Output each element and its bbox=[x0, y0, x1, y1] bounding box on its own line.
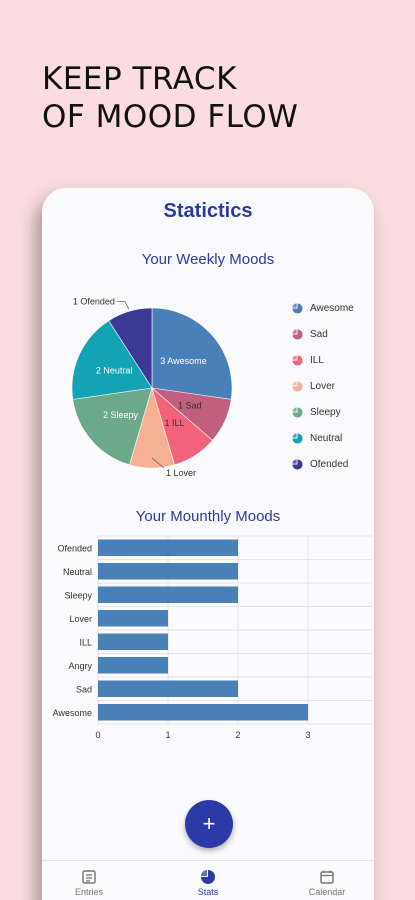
entries-icon bbox=[82, 870, 96, 884]
legend-item-sad: Sad bbox=[292, 321, 354, 347]
nav-calendar[interactable]: Calendar bbox=[292, 869, 362, 897]
headline-line-2: OF MOOD FLOW bbox=[42, 99, 299, 135]
legend-item-neutral: Neutral bbox=[292, 425, 354, 451]
y-tick-label: Ofended bbox=[57, 543, 92, 553]
pie-label-sad: 1 Sad bbox=[178, 400, 202, 410]
y-tick-label: Lover bbox=[69, 614, 92, 624]
legend-label: Sleepy bbox=[310, 406, 341, 418]
legend-label: Awesome bbox=[310, 302, 354, 314]
pie-legend: Awesome Sad ILL Lover Sleepy Neutral Ofended bbox=[292, 295, 354, 477]
pie-chart-icon bbox=[201, 870, 215, 884]
bar-sad bbox=[98, 680, 238, 697]
page-title: Statictics bbox=[163, 200, 253, 222]
weekly-pie-chart: 3 Awesome 1 Sad 1 ILL 1 Lover 2 Sleepy 2 Neut… bbox=[71, 296, 233, 478]
headline-line-1: KEEP TRACK bbox=[42, 61, 237, 97]
y-tick-label: Neutral bbox=[63, 567, 92, 577]
y-tick-label: ILL bbox=[79, 637, 92, 647]
y-tick-label: Angry bbox=[68, 661, 92, 671]
monthly-bar-chart: Ofended Neutral Sleepy Lover ILL Angry Sad Awes… bbox=[53, 535, 372, 740]
legend-item-lover: Lover bbox=[292, 373, 354, 399]
pie-chart-icon bbox=[292, 432, 303, 444]
y-tick-label: Sleepy bbox=[64, 590, 92, 600]
nav-calendar-label: Calendar bbox=[308, 887, 346, 897]
x-tick-label: 2 bbox=[235, 730, 240, 740]
legend-label: ILL bbox=[310, 354, 324, 366]
pie-label-awesome: 3 Awesome bbox=[160, 356, 206, 366]
bar-ofended bbox=[98, 539, 238, 556]
pie-chart-icon bbox=[292, 302, 303, 314]
bar-angry bbox=[98, 657, 168, 674]
phone-screen: Statictics Your Weekly Moods 3 Awesome 1 … bbox=[42, 188, 374, 900]
bar-awesome bbox=[98, 704, 308, 721]
pie-label-sleepy: 2 Sleepy bbox=[103, 410, 139, 420]
x-tick-label: 3 bbox=[305, 730, 310, 740]
bar-lover bbox=[98, 610, 168, 627]
legend-label: Lover bbox=[310, 380, 336, 392]
calendar-icon bbox=[320, 870, 334, 884]
nav-stats-label: Stats bbox=[197, 887, 219, 897]
bar-neutral bbox=[98, 563, 238, 580]
pie-chart-icon bbox=[292, 380, 303, 392]
legend-label: Sad bbox=[310, 328, 328, 340]
y-tick-label: Sad bbox=[76, 684, 92, 694]
pie-slice-awesome bbox=[151, 307, 233, 400]
bar-sleepy bbox=[98, 586, 238, 603]
plus-icon: + bbox=[202, 811, 216, 836]
pie-chart-icon bbox=[292, 458, 303, 470]
pie-label-lover: 1 Lover bbox=[166, 468, 196, 478]
x-tick-label: 0 bbox=[95, 730, 100, 740]
pie-label-neutral: 2 Neutral bbox=[96, 366, 133, 376]
pie-slice-neutral bbox=[71, 320, 153, 400]
pie-chart-icon bbox=[292, 328, 303, 340]
add-entry-button[interactable]: + bbox=[185, 800, 233, 848]
legend-item-ill: ILL bbox=[292, 347, 354, 373]
bottom-nav: Entries Stats Calendar bbox=[42, 860, 374, 900]
pie-slice-sleepy bbox=[72, 387, 153, 466]
pie-chart-icon bbox=[292, 406, 303, 418]
legend-label: Ofended bbox=[310, 458, 349, 470]
legend-item-ofended: Ofended bbox=[292, 451, 354, 477]
headline: KEEP TRACK OF MOOD FLOW bbox=[42, 60, 298, 136]
pie-leader-lover bbox=[151, 457, 165, 469]
bar-ill bbox=[98, 633, 168, 650]
x-tick-label: 1 bbox=[165, 730, 170, 740]
y-tick-label: Awesome bbox=[53, 708, 92, 718]
nav-entries-label: Entries bbox=[74, 887, 103, 897]
pie-chart-icon bbox=[292, 354, 303, 366]
legend-item-awesome: Awesome bbox=[292, 295, 354, 321]
pie-slice-ofended bbox=[108, 307, 153, 390]
nav-stats[interactable]: Stats bbox=[173, 869, 243, 897]
legend-item-sleepy: Sleepy bbox=[292, 399, 354, 425]
nav-entries[interactable]: Entries bbox=[54, 869, 124, 897]
weekly-moods-title: Your Weekly Moods bbox=[141, 251, 275, 268]
pie-label-ill: 1 ILL bbox=[164, 418, 184, 428]
pie-leader-ofended bbox=[116, 300, 130, 310]
pie-label-ofended: 1 Ofended bbox=[73, 296, 115, 306]
legend-label: Neutral bbox=[310, 432, 343, 444]
monthly-moods-title: Your Mounthly Moods bbox=[135, 508, 281, 525]
